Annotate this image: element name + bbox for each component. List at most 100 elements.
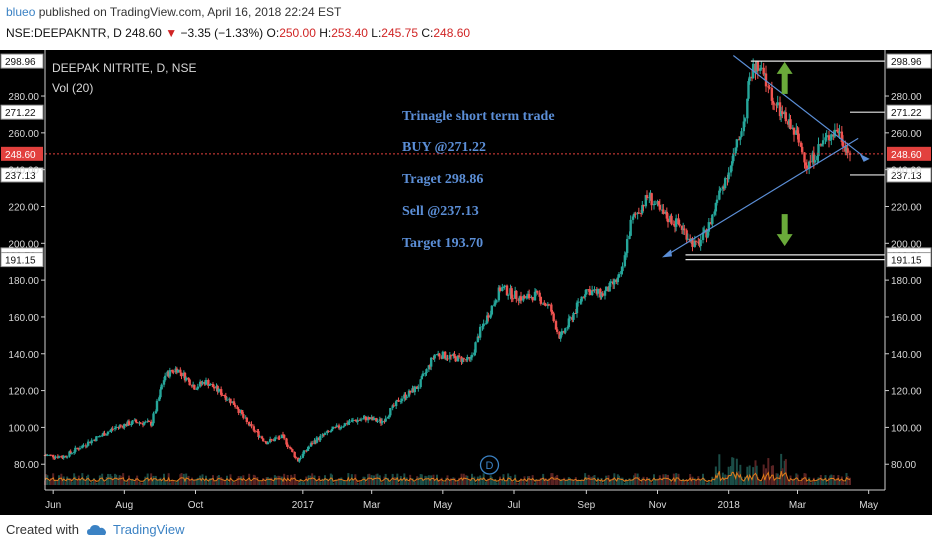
candle-body bbox=[329, 431, 333, 433]
candle-body bbox=[711, 214, 714, 224]
volume-bar bbox=[244, 481, 247, 485]
candle-body bbox=[697, 241, 700, 243]
candle-body bbox=[686, 238, 690, 240]
level-label: 191.15 bbox=[891, 256, 922, 267]
volume-bar bbox=[718, 454, 721, 485]
candle-body bbox=[771, 100, 775, 104]
volume-bar bbox=[824, 475, 827, 485]
candle-body bbox=[134, 419, 138, 423]
candle-body bbox=[233, 404, 237, 407]
volume-bar bbox=[822, 479, 825, 485]
price-chart[interactable]: 298.96298.96271.22271.22237.13237.13193.… bbox=[0, 50, 932, 515]
candle-body bbox=[85, 445, 89, 447]
candle-body bbox=[196, 386, 200, 389]
volume-bar bbox=[518, 480, 521, 485]
volume-bar bbox=[458, 477, 461, 485]
volume-bar bbox=[115, 474, 118, 485]
x-tick-label: May bbox=[859, 500, 878, 511]
candle-body bbox=[338, 427, 342, 429]
volume-bar bbox=[599, 481, 602, 485]
volume-bar bbox=[86, 476, 88, 485]
candle-body bbox=[821, 140, 825, 145]
volume-bar bbox=[89, 482, 92, 485]
volume-bar bbox=[101, 473, 104, 485]
volume-bar bbox=[546, 480, 549, 485]
volume-bar bbox=[747, 478, 750, 485]
volume-bar bbox=[548, 478, 550, 485]
volume-bar bbox=[90, 481, 93, 485]
volume-bar bbox=[527, 476, 529, 485]
volume-bar bbox=[849, 477, 851, 485]
volume-bar bbox=[783, 460, 786, 485]
volume-bar bbox=[601, 482, 604, 485]
volume-bar bbox=[742, 482, 745, 485]
volume-bar bbox=[66, 476, 69, 485]
candle-body bbox=[620, 271, 623, 275]
volume-bar bbox=[773, 479, 776, 485]
candle-body bbox=[188, 379, 191, 386]
annotation-text: Target 193.70 bbox=[402, 236, 483, 251]
volume-bar bbox=[229, 474, 232, 485]
volume-bar bbox=[844, 482, 847, 485]
volume-bar bbox=[383, 476, 386, 485]
candle-body bbox=[117, 426, 120, 428]
volume-bar bbox=[465, 475, 468, 485]
tradingview-link[interactable]: TradingView bbox=[112, 522, 185, 537]
candle-body bbox=[693, 240, 697, 247]
volume-bar bbox=[133, 481, 136, 485]
candle-body bbox=[142, 422, 146, 425]
volume-bar bbox=[538, 479, 541, 485]
volume-bar bbox=[180, 473, 183, 485]
candle-body bbox=[653, 203, 657, 205]
volume-bar bbox=[58, 475, 60, 485]
candle-body bbox=[68, 451, 71, 457]
candle-body bbox=[505, 285, 509, 296]
low-value: 245.75 bbox=[381, 26, 418, 40]
candle-body bbox=[582, 296, 586, 298]
volume-bar bbox=[579, 481, 582, 485]
volume-bar bbox=[474, 482, 477, 485]
current-price-badge-left bbox=[1, 146, 43, 161]
volume-bar bbox=[81, 473, 84, 485]
volume-bar bbox=[707, 480, 710, 485]
volume-bar bbox=[422, 480, 424, 485]
volume-bar bbox=[321, 478, 324, 485]
volume-bar bbox=[125, 482, 128, 485]
candle-body bbox=[719, 189, 722, 191]
author-link[interactable]: blueo bbox=[6, 5, 36, 19]
candle-body bbox=[163, 375, 167, 381]
volume-bar bbox=[801, 477, 804, 485]
candle-body bbox=[266, 442, 270, 445]
volume-bar bbox=[468, 478, 471, 485]
volume-bar bbox=[138, 481, 141, 485]
candle-body bbox=[427, 365, 431, 370]
volume-bar bbox=[710, 482, 713, 485]
volume-bar bbox=[613, 473, 616, 485]
volume-bar bbox=[290, 474, 293, 485]
candle-body bbox=[608, 282, 611, 292]
volume-bar bbox=[543, 480, 546, 485]
volume-bar bbox=[609, 479, 612, 485]
volume-bar bbox=[367, 474, 370, 485]
candle-body bbox=[560, 331, 564, 335]
candle-body bbox=[70, 452, 74, 454]
candle-body bbox=[732, 153, 735, 162]
y-tick-label: 280.00 bbox=[891, 92, 922, 103]
volume-bar bbox=[621, 477, 624, 485]
candle-body bbox=[400, 398, 404, 401]
created-with-label: Created with bbox=[6, 522, 79, 537]
candle-body bbox=[123, 423, 126, 428]
volume-bar bbox=[273, 475, 276, 485]
candle-body bbox=[424, 373, 427, 375]
volume-bar bbox=[223, 480, 226, 485]
candle-body bbox=[309, 443, 313, 447]
candle-body bbox=[820, 144, 824, 146]
candle-body bbox=[583, 294, 587, 298]
level-label-left: 237.13 bbox=[5, 171, 36, 182]
volume-bar bbox=[340, 477, 343, 485]
candle-body bbox=[170, 370, 174, 372]
candle-body bbox=[219, 389, 223, 395]
y-tick-label: 140.00 bbox=[891, 350, 922, 361]
volume-bar bbox=[261, 481, 263, 485]
x-tick-label: Oct bbox=[188, 500, 204, 511]
